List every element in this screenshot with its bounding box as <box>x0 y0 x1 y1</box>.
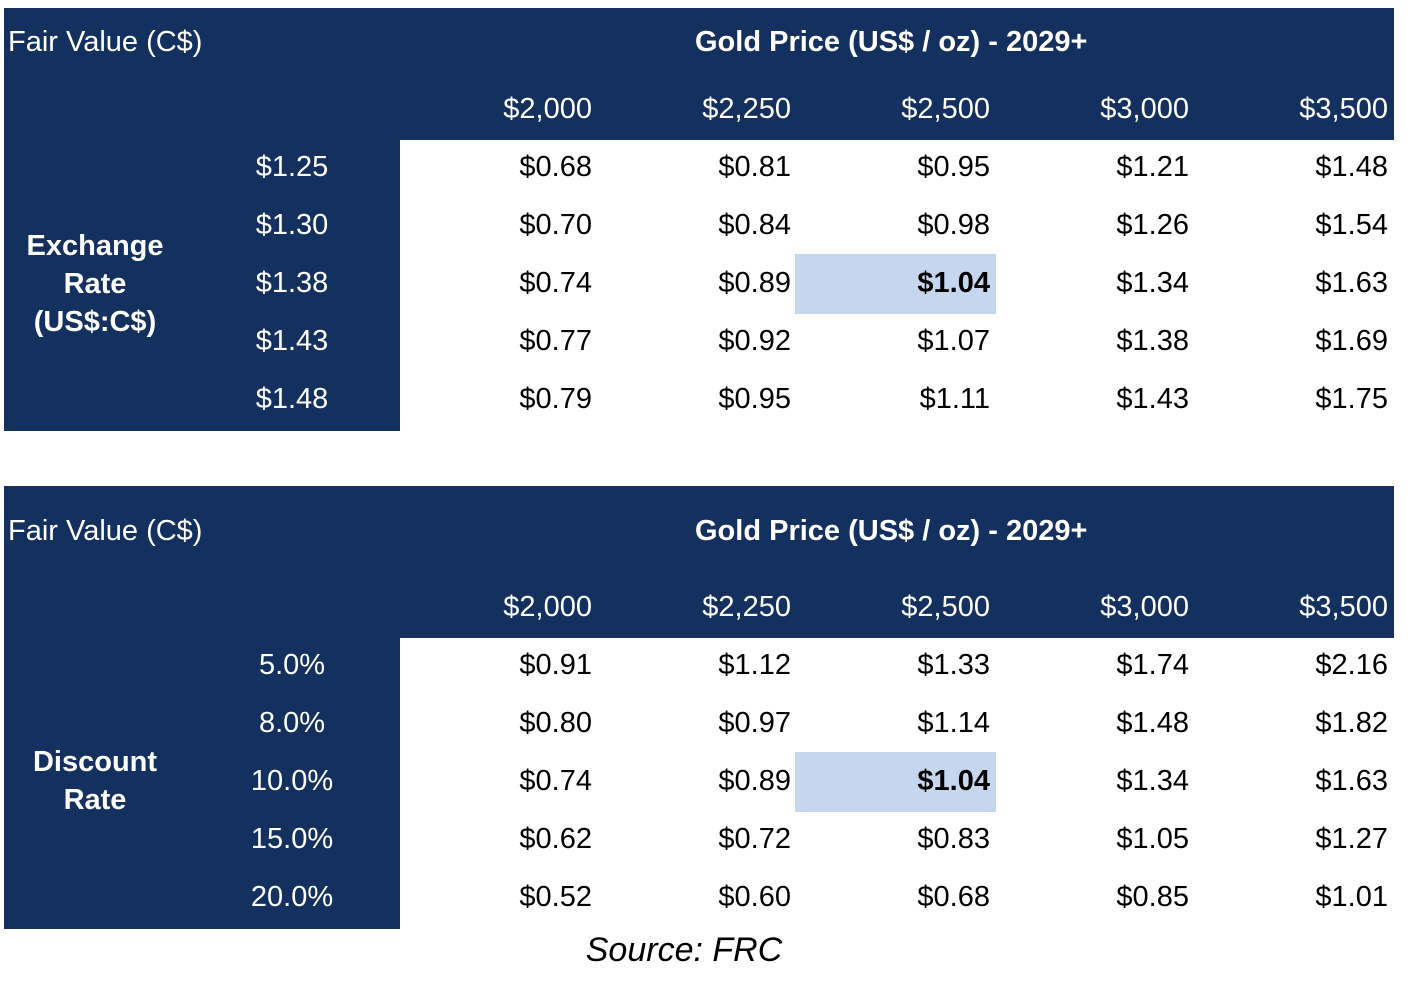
row-header-band <box>4 638 400 929</box>
table-cell: $0.77 <box>519 325 592 357</box>
table-cell: $1.48 <box>1315 151 1388 183</box>
row-header-line: Rate <box>63 268 127 300</box>
table-cell: $0.72 <box>718 823 791 855</box>
table-header-band <box>4 8 1394 140</box>
row-tick-label: 5.0% <box>258 649 326 681</box>
table-cell: $1.07 <box>917 325 990 357</box>
table-cell: $0.83 <box>917 823 990 855</box>
table-cell: $0.68 <box>917 881 990 913</box>
table-cell: $0.98 <box>917 209 990 241</box>
discount-rate-sensitivity-table: Fair Value (C$) Gold Price (US$ / oz) - … <box>4 486 1394 929</box>
base-case-highlight <box>795 752 996 812</box>
row-header-line: Rate <box>63 784 127 816</box>
table-cell: $0.95 <box>718 383 791 415</box>
row-header-line: Discount <box>32 746 158 778</box>
corner-label: Fair Value (C$) <box>8 26 203 58</box>
table-cell: $1.43 <box>1116 383 1189 415</box>
table-cell: $0.92 <box>718 325 791 357</box>
table-cell: $0.52 <box>519 881 592 913</box>
table-cell: $1.12 <box>718 649 791 681</box>
table-cell: $1.63 <box>1315 267 1388 299</box>
table-cell: $1.82 <box>1315 707 1388 739</box>
row-tick-label: $1.25 <box>255 151 329 183</box>
table-cell: $0.91 <box>519 649 592 681</box>
table-cell: $0.97 <box>718 707 791 739</box>
column-tick-label: $3,500 <box>1299 93 1388 125</box>
table-cell: $2.16 <box>1315 649 1388 681</box>
column-tick-label: $3,500 <box>1299 591 1388 623</box>
row-tick-label: $1.30 <box>255 209 329 241</box>
table-cell: $1.38 <box>1116 325 1189 357</box>
row-tick-label: 20.0% <box>250 881 334 913</box>
table-cell: $0.70 <box>519 209 592 241</box>
row-header-band <box>4 140 400 431</box>
table-cell: $1.54 <box>1315 209 1388 241</box>
table-cell: $0.95 <box>917 151 990 183</box>
table-cell: $1.48 <box>1116 707 1189 739</box>
column-tick-label: $2,000 <box>503 93 592 125</box>
table-cell: $1.34 <box>1116 765 1189 797</box>
table-cell: $1.05 <box>1116 823 1189 855</box>
table-cell: $1.04 <box>917 765 990 797</box>
table-cell: $1.14 <box>917 707 990 739</box>
table-cell: $1.11 <box>919 383 990 415</box>
table-cell: $1.27 <box>1315 823 1388 855</box>
table-cell: $1.75 <box>1315 383 1388 415</box>
column-tick-label: $2,500 <box>901 591 990 623</box>
table-cell: $1.01 <box>1315 881 1388 913</box>
table-cell: $0.89 <box>718 267 791 299</box>
table-header-band <box>4 486 1394 638</box>
table-cell: $0.74 <box>519 267 592 299</box>
table-cell: $0.68 <box>519 151 592 183</box>
table-cell: $0.80 <box>519 707 592 739</box>
table-cell: $1.69 <box>1315 325 1388 357</box>
column-tick-label: $2,000 <box>503 591 592 623</box>
table-cell: $1.74 <box>1116 649 1189 681</box>
row-tick-label: $1.38 <box>255 267 329 299</box>
row-tick-label: $1.48 <box>255 383 329 415</box>
table-cell: $0.79 <box>519 383 592 415</box>
column-header-title: Gold Price (US$ / oz) - 2029+ <box>695 26 1088 58</box>
table-cell: $1.04 <box>917 267 990 299</box>
corner-label: Fair Value (C$) <box>8 515 203 547</box>
table-cell: $1.33 <box>917 649 990 681</box>
row-tick-label: 10.0% <box>250 765 334 797</box>
column-header-title: Gold Price (US$ / oz) - 2029+ <box>695 515 1088 547</box>
table-cell: $1.34 <box>1116 267 1189 299</box>
table-cell: $0.74 <box>519 765 592 797</box>
column-tick-label: $3,000 <box>1100 591 1189 623</box>
table-cell: $1.26 <box>1116 209 1189 241</box>
table-cell: $0.62 <box>519 823 592 855</box>
row-header-line: (US$:C$) <box>33 306 157 338</box>
row-tick-label: 8.0% <box>258 707 326 739</box>
column-tick-label: $2,250 <box>702 591 791 623</box>
base-case-highlight <box>795 254 996 314</box>
column-tick-label: $2,500 <box>901 93 990 125</box>
source-note: Source: FRC <box>585 931 783 969</box>
exchange-rate-sensitivity-table: Fair Value (C$) Gold Price (US$ / oz) - … <box>4 8 1394 431</box>
row-header-line: Exchange <box>26 230 164 262</box>
table-cell: $0.89 <box>718 765 791 797</box>
table-cell: $0.84 <box>718 209 791 241</box>
table-cell: $0.81 <box>718 151 791 183</box>
row-tick-label: 15.0% <box>250 823 334 855</box>
column-tick-label: $2,250 <box>702 93 791 125</box>
column-tick-label: $3,000 <box>1100 93 1189 125</box>
table-cell: $1.21 <box>1116 151 1189 183</box>
table-cell: $1.63 <box>1315 765 1388 797</box>
table-cell: $0.85 <box>1116 881 1189 913</box>
row-tick-label: $1.43 <box>255 325 329 357</box>
table-cell: $0.60 <box>718 881 791 913</box>
